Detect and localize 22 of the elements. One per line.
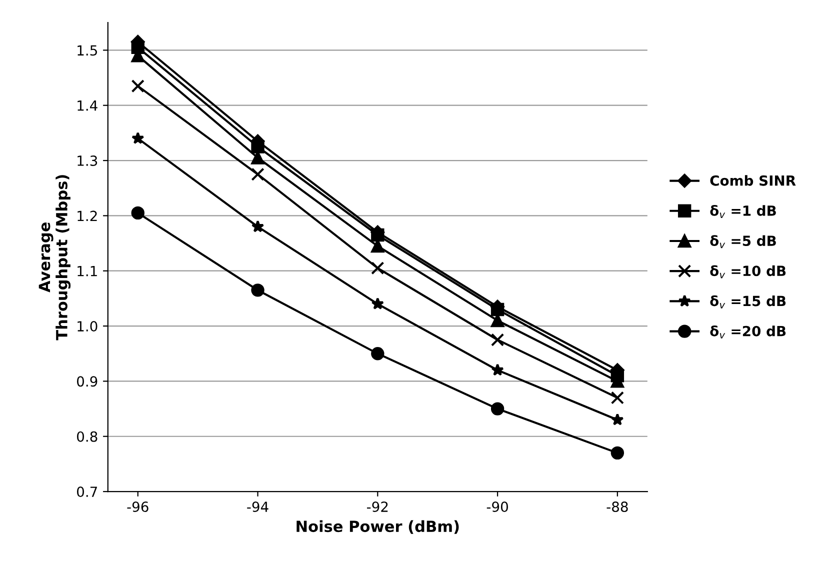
y-tick-label: 1.3 bbox=[78, 155, 98, 166]
legend-label: Comb SINR bbox=[710, 175, 796, 186]
x-tick-label: -94 bbox=[247, 502, 268, 512]
y-tick-label: 0.8 bbox=[77, 431, 98, 442]
x-axis-title: Noise Power (dBm) bbox=[296, 520, 459, 534]
x-tick-label: -90 bbox=[486, 502, 508, 512]
y-tick-label: 1.0 bbox=[78, 321, 98, 332]
x-tick-label: -92 bbox=[366, 502, 388, 512]
y-tick-label: 1.1 bbox=[78, 266, 97, 276]
y-tick-label: 1.4 bbox=[78, 100, 98, 111]
legend-label: δ$_{v}$ =1 dB bbox=[710, 205, 776, 218]
x-tick-label: -96 bbox=[127, 502, 148, 512]
legend-label: δ$_{v}$ =15 dB bbox=[710, 295, 786, 308]
legend-label: δ$_{v}$ =5 dB bbox=[710, 235, 776, 248]
y-tick-label: 1.2 bbox=[78, 210, 97, 221]
y-tick-label: 1.5 bbox=[78, 45, 97, 56]
legend-label: δ$_{v}$ =10 dB bbox=[710, 265, 786, 278]
x-tick-label: -88 bbox=[606, 502, 628, 512]
y-tick-label: 0.7 bbox=[77, 486, 97, 498]
y-axis-title: Average Throughput (Mbps) bbox=[38, 175, 71, 340]
legend-label: δ$_{v}$ =20 dB bbox=[710, 325, 786, 338]
y-tick-label: 0.9 bbox=[77, 376, 98, 387]
